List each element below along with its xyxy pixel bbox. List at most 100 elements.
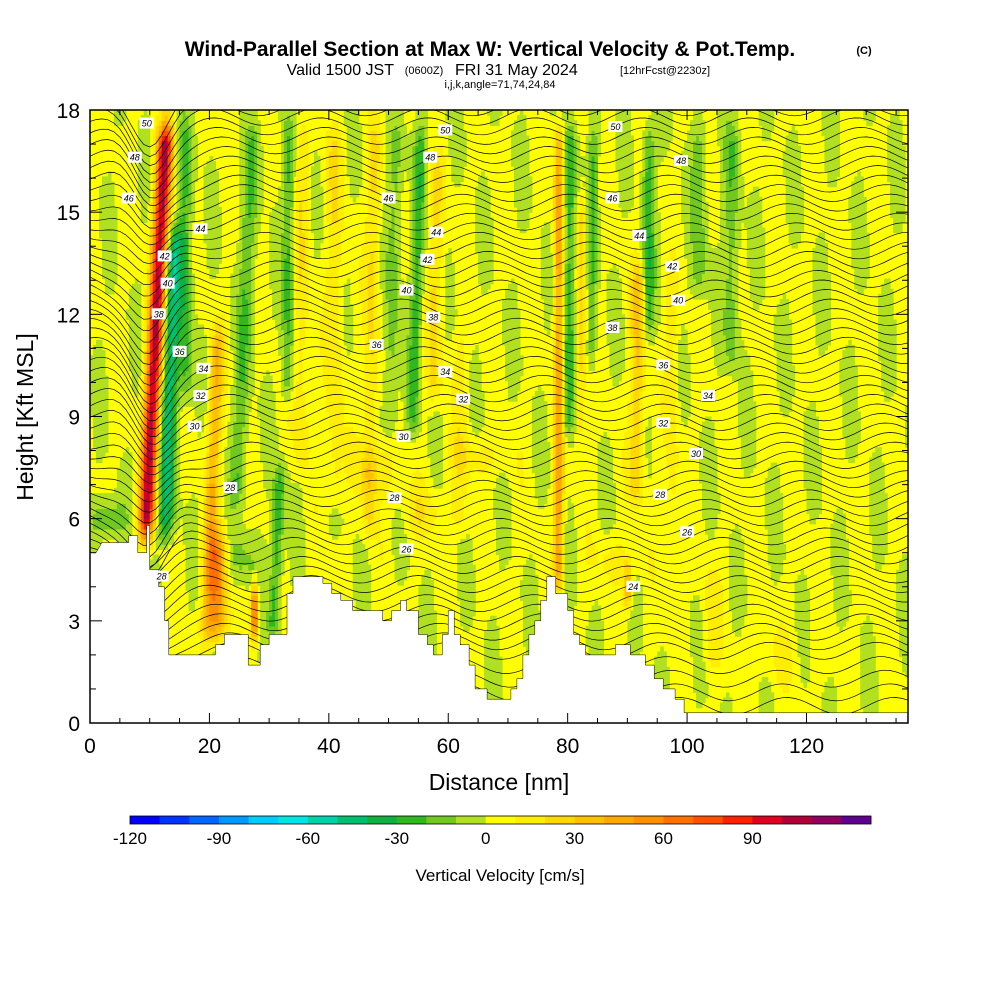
velocity-cell: [140, 539, 145, 545]
velocity-cell: [164, 436, 169, 443]
velocity-cell: [173, 309, 178, 315]
velocity-cell: [293, 130, 297, 137]
velocity-cell: [170, 176, 175, 183]
velocity-cell: [131, 283, 136, 290]
velocity-cell: [298, 431, 303, 438]
velocity-cell: [191, 355, 196, 361]
velocity-cell: [194, 161, 199, 167]
velocity-cell: [191, 309, 196, 315]
velocity-cell: [173, 288, 178, 295]
velocity-cell: [149, 523, 154, 530]
velocity-cell: [209, 166, 214, 172]
velocity-cell: [215, 482, 219, 489]
velocity-cell: [251, 334, 255, 341]
velocity-cell: [272, 488, 276, 494]
velocity-cell: [173, 355, 178, 361]
velocity-cell: [278, 242, 282, 249]
velocity-cell: [263, 457, 267, 464]
velocity-cell: [248, 574, 252, 581]
velocity-cell: [304, 258, 309, 264]
velocity-cell: [242, 135, 246, 142]
velocity-cell: [158, 436, 163, 443]
velocity-cell: [149, 247, 154, 254]
velocity-cell: [209, 620, 214, 627]
velocity-cell: [95, 457, 100, 464]
velocity-cell: [248, 145, 252, 152]
velocity-cell: [301, 452, 306, 458]
velocity-cell: [298, 350, 303, 356]
velocity-cell: [230, 498, 234, 504]
velocity-cell: [179, 339, 184, 346]
velocity-cell: [194, 171, 199, 178]
velocity-cell: [218, 237, 222, 244]
velocity-cell: [254, 600, 258, 607]
velocity-cell: [182, 293, 187, 300]
velocity-cell: [257, 196, 261, 203]
velocity-cell: [293, 171, 297, 178]
velocity-cell: [239, 319, 243, 326]
velocity-cell: [167, 293, 172, 300]
velocity-cell: [200, 569, 205, 576]
velocity-cell: [284, 344, 288, 351]
velocity-cell: [95, 508, 100, 515]
velocity-cell: [275, 242, 279, 249]
velocity-cell: [176, 472, 181, 479]
velocity-cell: [206, 447, 211, 453]
velocity-cell: [212, 242, 216, 249]
velocity-cell: [173, 436, 178, 443]
velocity-cell: [266, 488, 270, 494]
velocity-cell: [212, 620, 216, 627]
velocity-cell: [313, 196, 318, 203]
velocity-cell: [269, 217, 273, 223]
velocity-cell: [215, 232, 219, 239]
velocity-cell: [191, 528, 196, 535]
velocity-cell: [170, 539, 175, 545]
velocity-cell: [284, 523, 288, 530]
velocity-cell: [173, 283, 178, 290]
velocity-cell: [173, 232, 178, 239]
velocity-cell: [194, 518, 199, 525]
velocity-cell: [239, 396, 243, 402]
velocity-cell: [221, 329, 225, 336]
velocity-cell: [188, 605, 193, 612]
velocity-cell: [107, 253, 112, 259]
velocity-cell: [245, 166, 249, 172]
velocity-cell: [119, 513, 124, 520]
velocity-cell: [218, 421, 222, 428]
velocity-cell: [143, 406, 148, 412]
velocity-cell: [215, 508, 219, 515]
velocity-cell: [90, 385, 94, 392]
velocity-cell: [313, 176, 318, 183]
velocity-cell: [215, 314, 219, 321]
velocity-cell: [245, 549, 249, 556]
velocity-cell: [298, 339, 303, 346]
velocity-cell: [188, 396, 193, 402]
velocity-cell: [155, 186, 160, 193]
velocity-cell: [254, 201, 258, 208]
velocity-cell: [206, 181, 211, 188]
velocity-cell: [269, 539, 273, 545]
velocity-cell: [158, 503, 163, 510]
velocity-cell: [212, 569, 216, 576]
velocity-cell: [245, 283, 249, 290]
velocity-cell: [161, 120, 166, 126]
velocity-cell: [284, 212, 288, 218]
velocity-cell: [155, 150, 160, 157]
velocity-cell: [140, 436, 145, 443]
velocity-cell: [293, 401, 297, 407]
velocity-cell: [304, 181, 309, 188]
velocity-cell: [298, 344, 303, 351]
velocity-cell: [206, 488, 211, 494]
velocity-cell: [298, 569, 303, 576]
velocity-cell: [128, 314, 133, 321]
velocity-cell: [301, 171, 306, 178]
velocity-cell: [233, 503, 237, 510]
velocity-cell: [254, 150, 258, 157]
velocity-cell: [176, 304, 181, 310]
velocity-cell: [257, 559, 261, 566]
velocity-cell: [95, 360, 100, 367]
velocity-cell: [191, 217, 196, 223]
velocity-cell: [290, 293, 294, 300]
velocity-cell: [209, 477, 214, 484]
velocity-cell: [98, 452, 103, 458]
